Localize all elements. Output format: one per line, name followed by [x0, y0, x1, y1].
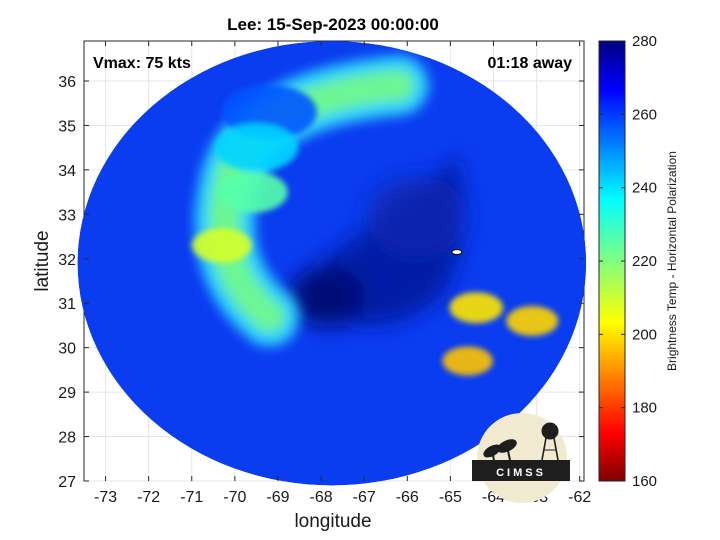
logo-text: CIMSS: [496, 467, 546, 479]
y-tick-label: 28: [58, 430, 76, 447]
x-tick-label: -65: [439, 489, 462, 506]
time-away-annotation: 01:18 away: [487, 55, 572, 72]
colorbar-tick-label: 220: [632, 253, 657, 270]
colorbar-tick-label: 160: [632, 473, 657, 490]
colorbar-label: Brightness Temp - Horizontal Polarizatio…: [665, 151, 679, 371]
storm-center-marker: [451, 249, 463, 256]
y-tick-label: 34: [58, 163, 76, 180]
vmax-annotation: Vmax: 75 kts: [93, 55, 191, 72]
y-axis-label: latitude: [32, 230, 53, 291]
colorbar-tick-label: 260: [632, 106, 657, 123]
x-tick-label: -68: [310, 489, 333, 506]
y-tick-label: 29: [58, 385, 76, 402]
x-tick-label: -67: [353, 489, 376, 506]
y-tick-label: 35: [58, 118, 76, 135]
x-tick-label: -71: [180, 489, 203, 506]
chart-title: Lee: 15-Sep-2023 00:00:00: [227, 15, 439, 34]
colorbar-ticks: 160 180 200 220 240 260 280: [599, 33, 657, 490]
water-tower-icon: [541, 422, 559, 461]
x-tick-label: -62: [568, 489, 591, 506]
y-tick-label: 32: [58, 252, 76, 269]
y-tick-label: 36: [58, 74, 76, 91]
x-tick-label: -73: [94, 489, 117, 506]
x-tick-label: -72: [137, 489, 160, 506]
colorbar-tick-label: 280: [632, 33, 657, 50]
y-tick-label: 31: [58, 296, 76, 313]
colorbar-tick-label: 180: [632, 400, 657, 417]
axis-ticks: -73-72-71-70-69-68-67-66-65-64-63-622728…: [58, 41, 591, 506]
colorbar-tick-label: 240: [632, 180, 657, 197]
satellite-dish-icon: [483, 439, 517, 461]
logo-bar: [472, 460, 570, 481]
y-tick-label: 33: [58, 207, 76, 224]
cimss-logo: CIMSS: [472, 413, 570, 503]
microwave-swath: [77, 41, 587, 486]
y-tick-label: 27: [58, 474, 76, 491]
y-tick-label: 30: [58, 341, 76, 358]
x-axis-label: longitude: [294, 511, 371, 532]
x-tick-label: -70: [223, 489, 246, 506]
colorbar-tick-label: 200: [632, 326, 657, 343]
x-tick-label: -69: [266, 489, 289, 506]
x-tick-label: -66: [396, 489, 419, 506]
